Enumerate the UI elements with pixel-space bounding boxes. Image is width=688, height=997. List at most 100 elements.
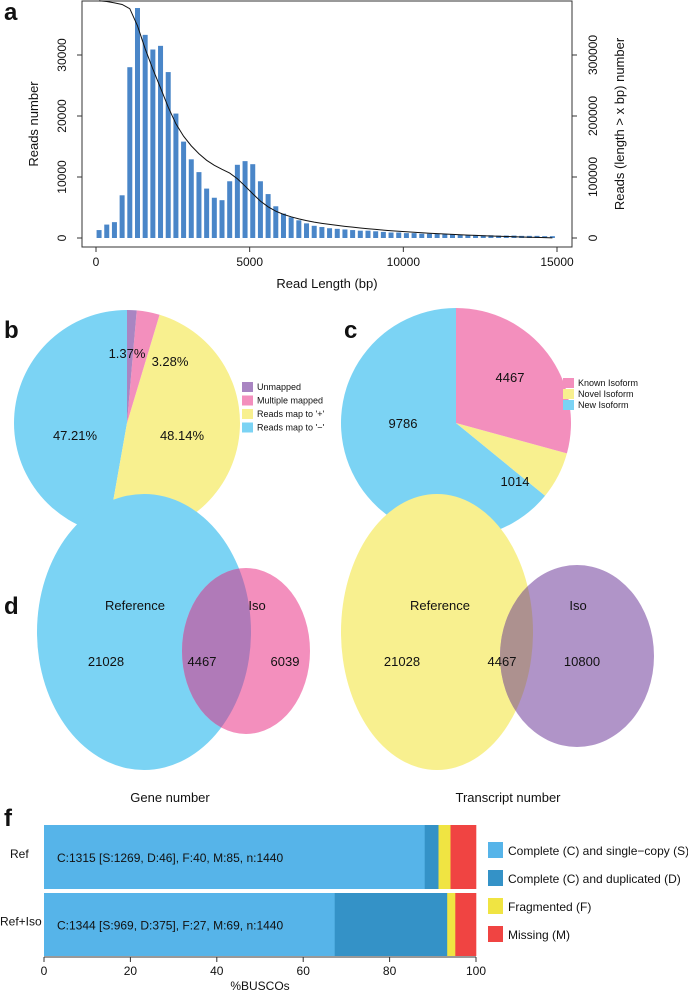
stacked-bar-segment [455, 893, 477, 956]
histogram-bar [296, 220, 302, 238]
histogram-bar [104, 224, 110, 238]
histogram-bar [150, 49, 156, 239]
histogram-bar [134, 8, 140, 239]
x-tick-label: 60 [297, 964, 311, 978]
legend-swatch [563, 378, 574, 388]
histogram-bar [380, 231, 386, 238]
x-tick-label: 0 [93, 255, 100, 269]
pie-label-unmapped: 1.37% [109, 346, 146, 361]
mapping-pie: 1.37% 3.28% 48.14% 47.21% Unmapped Multip… [14, 310, 325, 536]
histogram-bar [142, 34, 148, 239]
panel-label-a: a [4, 0, 18, 26]
histogram-bar [211, 197, 217, 238]
legend-swatch [488, 842, 503, 858]
histogram-bar [426, 233, 432, 238]
histogram-bar [288, 217, 294, 238]
bar-label: C:1315 [S:1269, D:46], F:40, M:85, n:144… [57, 851, 283, 865]
venn-set-iso: Iso [248, 598, 265, 613]
y-tick-label: 10000 [55, 160, 69, 194]
gene-venn: Reference Iso 21028 4467 6039 Gene numbe… [37, 494, 310, 805]
legend-label: Reads map to '+' [257, 409, 325, 419]
venn-caption: Transcript number [456, 790, 562, 805]
stacked-bar-segment [447, 893, 456, 956]
legend-label: Reads map to '−' [257, 423, 325, 433]
histogram-bar [319, 227, 325, 238]
histogram-bar [188, 159, 194, 238]
histogram-bar [411, 233, 417, 238]
histogram-bar [280, 213, 286, 238]
histogram-bar [219, 200, 225, 238]
x-axis-label: %BUSCOs [230, 979, 289, 992]
x-tick-label: 15000 [540, 255, 574, 269]
pie-slice [340, 308, 546, 538]
y2-tick-label: 0 [586, 234, 600, 241]
pie-label-multiple: 3.28% [152, 354, 189, 369]
stacked-bar-segment [334, 893, 448, 956]
legend-label: Complete (C) and duplicated (D) [508, 872, 681, 886]
legend-swatch [242, 409, 253, 419]
pie-slice [107, 314, 241, 536]
histogram-bar [488, 235, 494, 238]
histogram-bar [111, 222, 117, 238]
histogram-bar [342, 229, 348, 238]
histogram-bar [419, 233, 425, 238]
histogram-bar [181, 141, 187, 238]
histogram-bar [173, 113, 179, 238]
category-label: Ref+Iso [0, 915, 42, 929]
legend-label: Unmapped [257, 382, 301, 392]
histogram-bar [350, 230, 356, 238]
histogram-bar [96, 230, 102, 238]
x-axis-label: Read Length (bp) [276, 276, 377, 291]
legend-swatch [563, 400, 574, 410]
y-axis-label: Reads number [26, 81, 41, 167]
histogram-bar [365, 230, 371, 238]
stacked-bar-segment [44, 825, 425, 889]
histogram-bar [450, 234, 456, 238]
legend-label: Known Isoform [578, 378, 638, 388]
plot-frame [81, 0, 573, 248]
venn-overlap-count: 4467 [188, 654, 217, 669]
pie-slice [127, 310, 160, 423]
histogram-bar [442, 234, 448, 238]
legend-swatch [563, 389, 574, 399]
histogram-bar [227, 181, 233, 238]
read-length-histogram: Reads number Reads (length > x bp) numbe… [26, 0, 627, 291]
x-tick-label: 0 [41, 964, 48, 978]
stacked-bar-segment [450, 825, 477, 889]
y2-tick-label: 200000 [586, 96, 600, 136]
histogram-bar [465, 234, 471, 238]
venn-only-reference: 21028 [384, 654, 420, 669]
pie-slice [456, 308, 571, 454]
pie-slice [127, 310, 137, 423]
panel-label-f: f [4, 805, 13, 832]
pie-label-known: 4467 [496, 370, 525, 385]
histogram-bar [265, 194, 271, 238]
panel-label-b: b [4, 317, 19, 344]
histogram-bar [304, 223, 310, 238]
venn-set-reference: Reference [105, 598, 165, 613]
histogram-bar [549, 236, 555, 238]
venn-only-iso: 10800 [564, 654, 600, 669]
stacked-bar-segment [44, 893, 335, 956]
histogram-bar [480, 235, 486, 238]
category-label: Ref [10, 847, 29, 861]
histogram-bar [434, 234, 440, 238]
venn-only-iso: 6039 [271, 654, 300, 669]
venn-caption: Gene number [130, 790, 210, 805]
y-tick-label: 0 [55, 234, 69, 241]
legend-label: Fragmented (F) [508, 900, 591, 914]
histogram-bar [473, 234, 479, 238]
venn-overlap [182, 568, 251, 734]
histogram-bar [204, 188, 210, 238]
stacked-bar-segment [438, 825, 451, 889]
venn-circle-iso [500, 565, 654, 747]
histogram-bar [396, 232, 402, 238]
panel-label-c: c [344, 317, 357, 344]
x-tick-label: 5000 [236, 255, 263, 269]
histogram-bar [242, 161, 248, 238]
legend-label: Multiple mapped [257, 396, 323, 406]
y2-tick-label: 300000 [586, 35, 600, 75]
x-tick-label: 10000 [387, 255, 421, 269]
